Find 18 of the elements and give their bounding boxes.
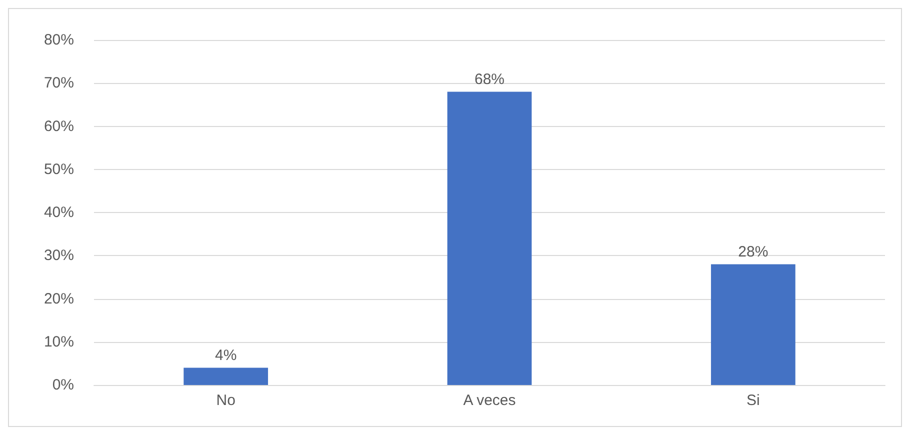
y-tick-label: 0%: [52, 376, 74, 394]
data-label: 4%: [214, 346, 237, 364]
y-tick-label: 60%: [44, 118, 74, 135]
y-tick-label: 70%: [44, 74, 74, 92]
y-tick-label: 80%: [44, 32, 74, 48]
bar: [710, 264, 796, 385]
data-label: 28%: [738, 243, 768, 260]
bar: [184, 368, 268, 385]
x-tick-label: Si: [746, 392, 760, 409]
y-tick-label: 50%: [44, 160, 74, 178]
y-tick-label: 20%: [44, 290, 74, 308]
x-tick-label: A veces: [463, 392, 516, 409]
y-tick-label: 30%: [44, 247, 74, 264]
x-tick-label: No: [216, 392, 236, 409]
bar: [447, 92, 532, 385]
data-label: 68%: [474, 70, 505, 88]
y-tick-label: 40%: [44, 204, 74, 221]
y-tick-label: 10%: [44, 333, 74, 350]
